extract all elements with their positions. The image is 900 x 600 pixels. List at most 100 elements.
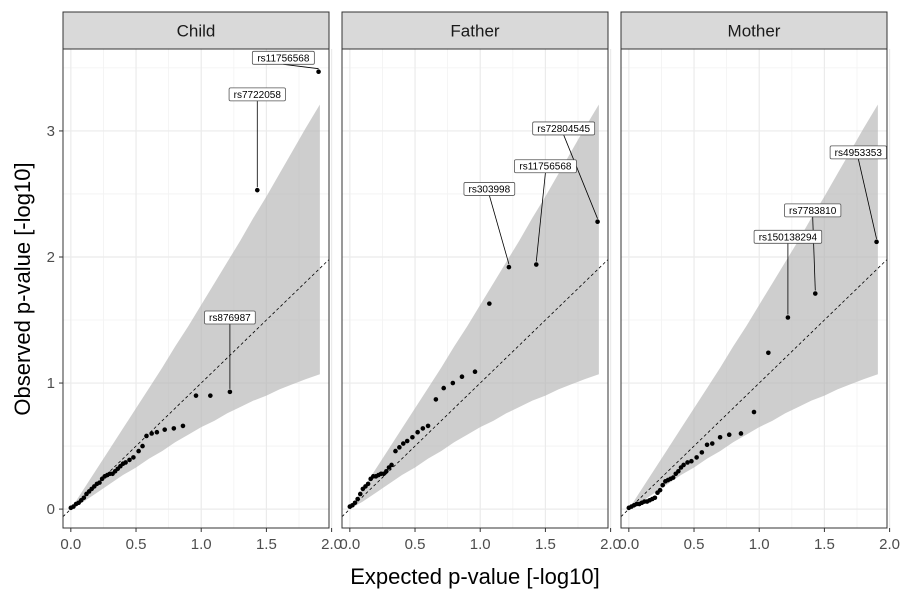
x-tick-label: 0.0 [60,536,81,553]
confidence-band [628,104,878,510]
data-point [676,468,681,474]
data-point [660,482,666,488]
data-point [420,426,426,431]
data-point [652,495,658,501]
data-point [97,480,102,485]
data-point [154,429,160,435]
data-point [595,219,600,224]
data-point [357,491,363,497]
snp-label-text: rs876987 [209,313,251,324]
snp-label-text: rs150138294 [759,232,818,243]
x-tick-label: 1.0 [470,536,491,553]
data-point [81,495,87,501]
data-point [681,462,686,468]
data-point [425,423,431,429]
data-point [193,393,199,398]
data-point [410,434,415,440]
y-tick-label: 0 [47,501,55,518]
x-axis-title: Expected p-value [-log10] [350,564,600,589]
data-point [694,455,699,460]
snp-label-box [532,121,596,136]
panel-mother: rs4953353 rs7783810 rs150138294 Mother 0.0 0.… [618,11,900,553]
data-point [657,487,663,493]
data-point [506,264,512,270]
data-point [149,431,154,436]
facet-strip [341,11,609,50]
data-point [717,434,723,440]
facet-panels: rs11756568 rs7722058 rs876987 Child 0.0 0.5 1.… [47,11,900,553]
data-point [487,301,492,306]
data-point [162,427,168,432]
data-point [812,291,818,296]
data-point [227,389,233,395]
snp-label-text: rs7783810 [789,206,837,217]
data-point [472,369,478,374]
snp-label-rs4953353: rs4953353 [829,145,887,239]
x-tick-label: 0.0 [618,536,639,553]
x-tick-label: 0.5 [405,536,426,553]
y-axis-title: Observed p-value [-log10] [10,162,35,415]
data-point [709,441,715,446]
reference-line [342,259,608,517]
data-point [352,500,358,506]
data-point [131,455,136,460]
snp-label-text: rs72804545 [537,124,590,135]
y-tick-label: 1 [47,375,55,392]
data-point [533,262,539,267]
snp-label-rs7722058: rs7722058 [228,87,286,188]
data-point [726,432,732,438]
data-point [685,460,690,465]
data-point [459,374,465,380]
data-point [704,442,710,448]
x-tick-label: 1.0 [749,536,770,553]
y-tick-label: 2 [47,249,55,266]
data-point [208,393,213,398]
data-point [123,460,128,465]
reference-line [621,259,887,517]
data-point [738,431,744,436]
snp-label-box [514,159,577,174]
snp-label-text: rs7722058 [234,90,282,101]
snp-label-rs876987: rs876987 [204,310,256,389]
data-point [400,441,406,446]
confidence-band [349,104,599,510]
x-tick-label: 1.5 [535,536,556,553]
snp-label-text: rs11756568 [257,53,310,64]
confidence-band [70,104,320,510]
data-point [144,433,149,439]
snp-label-rs11756568: rs11756568 [251,50,319,70]
snp-label-box [228,87,286,102]
data-point [450,380,456,386]
data-point [393,448,398,454]
x-tick-label: 2.0 [600,536,621,553]
snp-leader-line [283,63,319,70]
x-tick-label: 1.5 [814,536,835,553]
data-point [127,457,132,463]
snp-label-rs11756568: rs11756568 [514,159,577,262]
snp-label-box [463,182,516,196]
snp-label-text: rs11756568 [519,162,572,173]
snp-label-text: rs303998 [468,184,510,195]
data-point [136,448,141,454]
snp-leader-line [488,195,510,265]
data-point [140,443,145,449]
x-tick-label: 2.0 [321,536,342,553]
panel-child: rs11756568 rs7722058 rs876987 Child 0.0 0.5 1.… [47,11,342,553]
snp-leader-line [535,172,546,262]
x-tick-label: 1.5 [256,536,277,553]
snp-label-box [753,229,823,244]
facet-strip-label: Mother [728,22,781,41]
data-point [404,438,410,444]
data-point [689,458,694,464]
facet-strip-label: Child [177,22,216,41]
snp-label-box [251,50,315,65]
panel-father: rs72804545 rs11756568 rs303998 Father 0.0 0.5… [339,11,621,553]
data-point [365,481,371,487]
data-point [171,426,177,431]
data-point [874,239,879,245]
snp-label-rs150138294: rs150138294 [753,229,823,315]
data-point [355,496,360,502]
data-point [180,423,186,429]
x-tick-label: 0.5 [126,536,147,553]
